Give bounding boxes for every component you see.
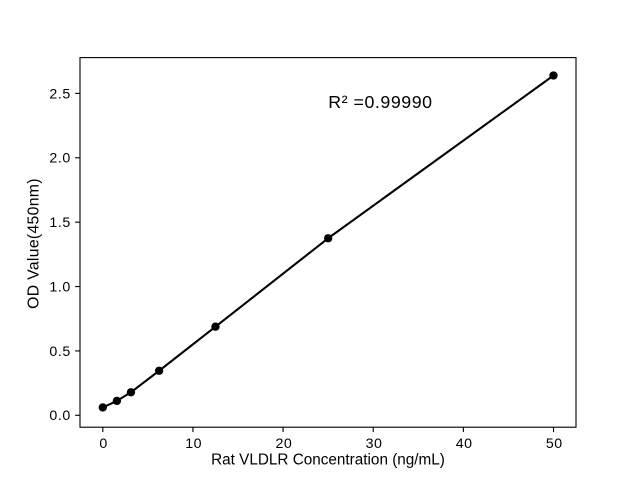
- svg-text:R² =0.99990: R² =0.99990: [328, 92, 432, 112]
- svg-text:0: 0: [99, 436, 107, 452]
- svg-text:0.0: 0.0: [49, 408, 71, 424]
- svg-text:20: 20: [275, 436, 292, 452]
- svg-text:1.0: 1.0: [49, 279, 71, 295]
- svg-text:10: 10: [185, 436, 202, 452]
- svg-text:2.5: 2.5: [49, 86, 71, 102]
- svg-text:40: 40: [456, 436, 473, 452]
- svg-text:2.0: 2.0: [49, 151, 71, 167]
- svg-text:30: 30: [366, 436, 383, 452]
- svg-text:0.5: 0.5: [49, 344, 71, 360]
- svg-text:Rat VLDLR Concentration (ng/mL: Rat VLDLR Concentration (ng/mL): [211, 452, 445, 469]
- svg-text:OD Value(450nm): OD Value(450nm): [26, 178, 43, 309]
- svg-text:1.5: 1.5: [49, 215, 71, 231]
- svg-text:50: 50: [546, 436, 563, 452]
